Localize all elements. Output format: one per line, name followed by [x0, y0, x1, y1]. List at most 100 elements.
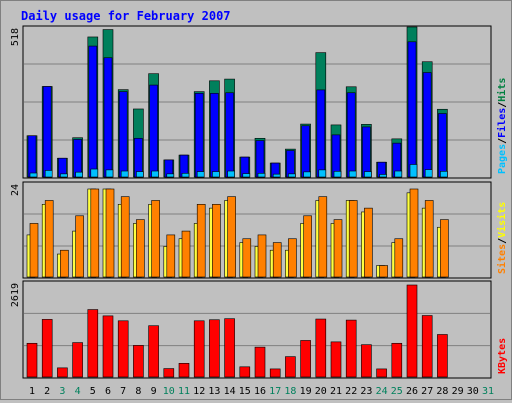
bar-files-day-18 [286, 150, 295, 178]
bar-kbytes-day-23 [361, 344, 372, 378]
y-max-label: 518 [10, 28, 21, 46]
bar-kbytes-day-26 [406, 284, 418, 378]
bar-sites-day-11 [181, 230, 191, 278]
bar-pages-day-22 [348, 170, 357, 178]
day-label-12: 12 [193, 386, 205, 397]
legend-separator: / [497, 138, 508, 144]
bar-pages-day-27 [424, 169, 433, 178]
day-label-16: 16 [254, 386, 266, 397]
day-label-22: 22 [345, 386, 357, 397]
bar-pages-day-17 [272, 173, 281, 178]
legend-sites: Sites [496, 244, 508, 274]
bar-kbytes-day-15 [239, 366, 251, 378]
bar-files-day-9 [149, 84, 158, 178]
bar-pages-day-1 [29, 172, 38, 178]
bar-files-day-14 [225, 92, 234, 178]
bar-pages-day-6 [105, 169, 114, 178]
day-label-15: 15 [239, 386, 251, 397]
right-legend: KBytes [497, 338, 508, 374]
day-label-26: 26 [406, 386, 418, 397]
bar-kbytes-day-1 [26, 342, 38, 378]
bar-sites-day-3 [60, 249, 69, 278]
bar-sites-day-21 [333, 219, 343, 278]
bar-files-day-19 [301, 125, 310, 178]
panel-bottom: 2619 KBytes [10, 280, 508, 379]
bar-files-day-13 [210, 93, 219, 178]
bar-kbytes-day-13 [209, 319, 220, 378]
bar-sites-day-5 [90, 188, 100, 278]
bar-kbytes-day-17 [269, 368, 281, 378]
bar-pages-day-15 [242, 173, 251, 178]
bar-sites-day-28 [440, 219, 449, 278]
bar-pages-day-16 [257, 172, 266, 178]
day-label-27: 27 [421, 386, 433, 397]
legend-pages: Pages [497, 144, 508, 174]
bar-kbytes-day-3 [57, 367, 68, 378]
bar-kbytes-day-8 [133, 345, 144, 378]
bar-pages-day-25 [394, 170, 403, 178]
bar-files-day-8 [134, 137, 143, 178]
bar-sites-day-1 [29, 223, 39, 278]
bar-files-day-20 [316, 89, 326, 178]
day-label-9: 9 [151, 386, 157, 397]
day-label-10: 10 [163, 386, 175, 397]
bar-files-day-5 [88, 45, 98, 178]
bar-kbytes-day-27 [421, 315, 433, 378]
day-label-30: 30 [467, 386, 479, 397]
day-label-6: 6 [105, 386, 111, 397]
bar-kbytes-day-10 [163, 368, 175, 378]
bar-pages-day-14 [227, 170, 235, 178]
bar-sites-day-8 [136, 219, 145, 278]
bar-files-day-22 [346, 92, 356, 178]
y-max-label: 24 [10, 184, 21, 196]
bar-pages-day-8 [136, 171, 144, 178]
day-label-25: 25 [391, 386, 403, 397]
day-label-31: 31 [482, 386, 494, 397]
bar-files-day-21 [331, 134, 341, 178]
bar-pages-day-26 [409, 164, 418, 178]
day-label-11: 11 [178, 386, 190, 397]
day-label-5: 5 [90, 386, 96, 397]
bar-files-day-7 [118, 91, 128, 178]
bar-kbytes-day-18 [285, 356, 296, 378]
bar-kbytes-day-6 [102, 315, 114, 378]
day-label-7: 7 [120, 386, 126, 397]
day-label-29: 29 [452, 386, 464, 397]
bar-sites-day-24 [379, 265, 388, 278]
day-label-23: 23 [360, 386, 372, 397]
bar-sites-day-10 [166, 234, 176, 278]
bar-pages-day-10 [166, 173, 175, 178]
bar-pages-day-7 [120, 170, 129, 178]
bar-kbytes-day-20 [315, 318, 327, 378]
panel-middle: 24 Sites/Visits [10, 181, 508, 279]
bar-pages-day-20 [318, 169, 327, 178]
bar-files-day-28 [438, 113, 447, 178]
bar-kbytes-day-7 [117, 320, 129, 378]
bar-sites-day-6 [105, 188, 115, 278]
day-label-17: 17 [269, 386, 281, 397]
bar-pages-day-19 [303, 171, 311, 178]
bar-files-day-26 [407, 41, 417, 178]
bar-sites-day-12 [196, 204, 206, 278]
day-label-4: 4 [75, 386, 81, 397]
bar-pages-day-9 [151, 170, 159, 178]
bar-pages-day-11 [181, 172, 190, 178]
bar-sites-day-2 [44, 200, 54, 278]
bar-kbytes-day-4 [72, 342, 83, 378]
day-label-21: 21 [330, 386, 342, 397]
bar-sites-day-13 [212, 204, 221, 278]
day-label-8: 8 [135, 386, 141, 397]
y-max-label: 2619 [10, 283, 21, 307]
day-label-1: 1 [29, 386, 35, 397]
bar-files-day-12 [194, 93, 204, 178]
bar-files-day-2 [42, 86, 52, 178]
bar-files-day-23 [362, 126, 371, 178]
day-label-28: 28 [436, 386, 448, 397]
legend-kbytes: KBytes [497, 338, 508, 374]
right-legend: Sites/Visits [496, 202, 508, 274]
bar-sites-day-20 [318, 196, 328, 278]
bar-kbytes-day-5 [87, 309, 99, 378]
bar-pages-day-3 [60, 173, 68, 178]
